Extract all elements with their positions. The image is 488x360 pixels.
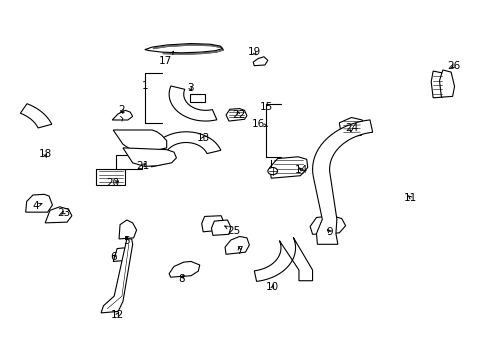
FancyBboxPatch shape [116,155,142,169]
Polygon shape [119,220,136,239]
Polygon shape [309,216,345,234]
Text: 19: 19 [247,47,260,57]
Text: 15: 15 [259,102,272,112]
Polygon shape [169,261,200,277]
Text: 3: 3 [186,83,193,93]
Circle shape [267,167,277,175]
Text: 6: 6 [110,252,116,262]
Bar [190,94,204,102]
Text: 9: 9 [325,227,332,237]
Polygon shape [254,237,312,282]
Text: 24: 24 [344,123,357,133]
Polygon shape [225,109,246,121]
Polygon shape [339,117,365,137]
Text: 13: 13 [196,133,209,143]
Text: 7: 7 [236,246,243,256]
Polygon shape [26,194,52,212]
Polygon shape [269,157,307,178]
Text: 10: 10 [265,282,279,292]
Text: 21: 21 [136,161,149,171]
Polygon shape [253,57,267,66]
Polygon shape [112,111,132,120]
Polygon shape [224,237,249,254]
Polygon shape [113,248,128,261]
Text: 23: 23 [57,208,70,218]
Text: 18: 18 [39,149,52,159]
Text: 4: 4 [32,201,42,211]
Text: 16: 16 [251,118,267,129]
Polygon shape [45,207,72,223]
Polygon shape [113,130,166,152]
Text: 11: 11 [404,193,417,203]
Polygon shape [430,71,444,98]
Polygon shape [149,132,221,167]
Text: 22: 22 [232,110,245,120]
Polygon shape [169,86,216,121]
Text: 25: 25 [224,226,240,236]
Text: 26: 26 [446,62,459,71]
Text: 5: 5 [123,236,130,246]
Polygon shape [201,216,224,232]
Text: 8: 8 [178,274,184,284]
Text: 12: 12 [110,310,123,320]
Text: 1: 1 [141,81,148,91]
Text: 20: 20 [106,178,120,188]
Polygon shape [312,120,372,244]
Text: 17: 17 [159,51,173,66]
Polygon shape [144,44,222,53]
FancyBboxPatch shape [96,169,125,185]
Text: 2: 2 [119,105,125,115]
Polygon shape [122,148,176,166]
Polygon shape [211,220,230,235]
Polygon shape [20,104,52,128]
Text: 14: 14 [295,165,308,175]
Polygon shape [101,239,132,313]
Polygon shape [439,70,454,97]
